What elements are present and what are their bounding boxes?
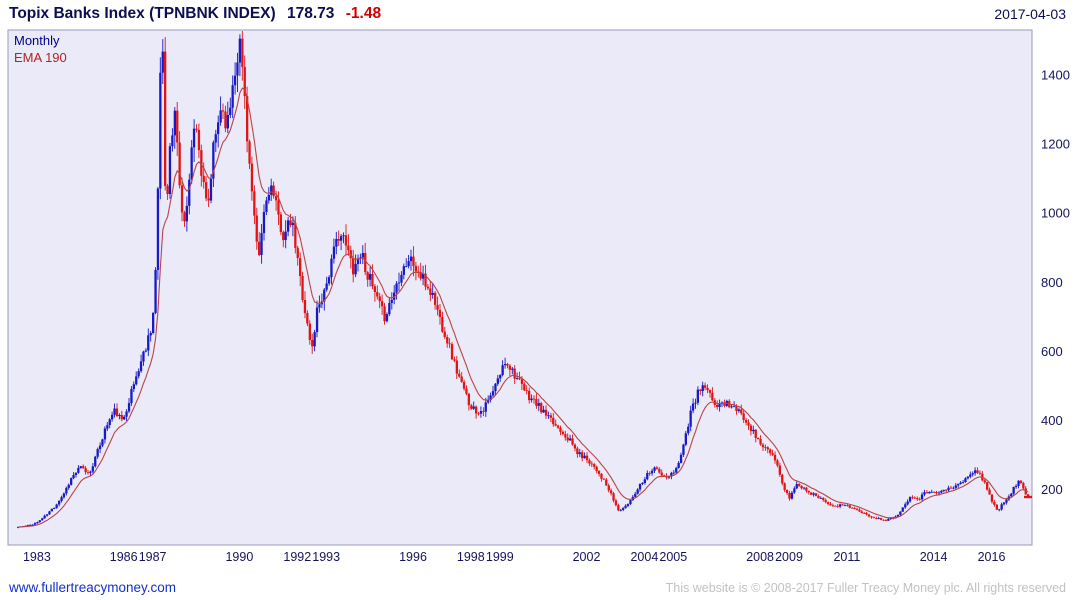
ema-line <box>18 87 1029 528</box>
ema-legend-label: EMA 190 <box>14 50 67 65</box>
x-axis-label: 2005 <box>659 550 687 564</box>
x-axis-label: 1983 <box>23 550 51 564</box>
x-axis-label: 1990 <box>225 550 253 564</box>
price-change: -1.48 <box>345 5 382 22</box>
x-axis-label: 1999 <box>486 550 514 564</box>
x-axis-label: 2004 <box>630 550 658 564</box>
y-axis-label: 400 <box>1041 413 1063 428</box>
y-axis-label: 1000 <box>1041 206 1070 221</box>
y-axis-label: 1400 <box>1041 67 1070 82</box>
x-axis-label: 2002 <box>573 550 601 564</box>
x-axis-label: 2008 <box>746 550 774 564</box>
chart-date: 2017-04-03 <box>994 6 1066 22</box>
y-axis-label: 200 <box>1041 482 1063 497</box>
x-axis-label: 2009 <box>775 550 803 564</box>
x-axis-label: 2014 <box>920 550 948 564</box>
page-title: Topix Banks Index (TPNBNK INDEX) 178.73 … <box>9 5 381 23</box>
copyright-text: This website is © 2008-2017 Fuller Treac… <box>665 580 1066 595</box>
x-axis-label: 1998 <box>457 550 485 564</box>
x-axis-label: 2011 <box>833 550 860 564</box>
page-footer: www.fullertreacymoney.com This website i… <box>0 575 1075 600</box>
y-axis-label: 800 <box>1041 275 1063 290</box>
instrument-name: Topix Banks Index (TPNBNK INDEX) <box>9 5 276 22</box>
chart-header: Topix Banks Index (TPNBNK INDEX) 178.73 … <box>0 0 1075 28</box>
timeframe-label: Monthly <box>14 33 60 48</box>
last-price-marker <box>1024 495 1032 499</box>
x-axis-label: 1986 <box>110 550 138 564</box>
x-axis-label: 2016 <box>978 550 1006 564</box>
x-axis-label: 1987 <box>139 550 167 564</box>
last-price: 178.73 <box>287 5 335 22</box>
x-axis-label: 1996 <box>399 550 427 564</box>
plot-area[interactable] <box>7 29 1033 546</box>
y-axis-label: 600 <box>1041 344 1063 359</box>
x-axis-label: 1992 <box>283 550 311 564</box>
y-axis-label: 1200 <box>1041 137 1070 152</box>
x-axis-label: 1993 <box>312 550 340 564</box>
candlesticks <box>17 31 1030 529</box>
site-link[interactable]: www.fullertreacymoney.com <box>9 580 177 595</box>
